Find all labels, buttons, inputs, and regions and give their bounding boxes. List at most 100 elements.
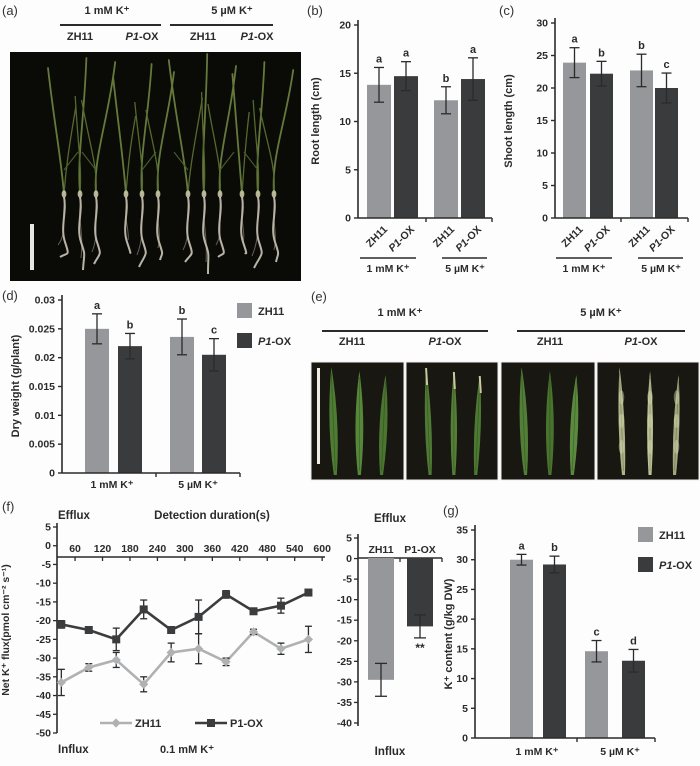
y-tick-label: -10 (337, 594, 352, 606)
group-label: 5 µM K⁺ (641, 263, 681, 275)
y-tick-label: 5 (542, 180, 548, 192)
seedling-rootlet (79, 201, 83, 259)
marker-diamond (166, 647, 176, 658)
y-tick-label: -35 (36, 671, 51, 683)
x-tick-label: 60 (69, 543, 81, 555)
panel-letter-e: (e) (311, 289, 327, 304)
genotype-label: ZH11 (189, 31, 217, 43)
legend-label: P1-OX (230, 718, 264, 730)
efflux-label: Efflux (58, 510, 91, 522)
leaf-blade (647, 371, 653, 475)
bar-P1-OX-1mMK⁺ (118, 346, 142, 473)
significance-stars: ** (415, 641, 425, 655)
sig-letter: a (470, 44, 477, 56)
genotype-label: P1-OX (125, 31, 159, 43)
leaf-midrib (475, 380, 481, 472)
influx-label: Influx (58, 744, 89, 756)
marker-diamond (303, 634, 314, 644)
y-axis-title: Net K⁺ flux(pmol cm⁻² s⁻¹) (0, 564, 12, 696)
y-axis-title: Shoot length (cm) (503, 74, 515, 168)
x-tick-label: P1-OX (386, 224, 417, 255)
x-tick-label: P1-OX (453, 224, 484, 255)
marker-square (249, 607, 258, 616)
marker-square (112, 635, 121, 644)
bar-P1-OX-1mM (590, 73, 613, 218)
y-tick-label: -35 (337, 697, 352, 709)
leaf-mottling (647, 439, 653, 454)
y-tick-label: 5 (45, 522, 51, 534)
seedling-crown (155, 190, 161, 198)
seedling-rootlet (203, 201, 207, 263)
leaf-blade (618, 367, 626, 475)
condition-underline (517, 330, 685, 332)
bar-ZH11-1mM (563, 62, 586, 219)
leaf-midrib (619, 372, 624, 472)
seedling-rootlet (125, 201, 129, 241)
seedling-shoot (140, 63, 153, 195)
photo-background (10, 52, 301, 281)
y-tick-label: 0.03 (35, 295, 56, 307)
y-tick-label: 20 (456, 614, 468, 626)
leaf-photo (310, 361, 700, 481)
x-tick-label: 420 (231, 543, 249, 555)
seedling-rootlet (57, 201, 66, 246)
genotype-label: P1-OX (428, 336, 462, 348)
leaf-mottling (647, 390, 653, 405)
y-tick-label: 0.01 (35, 410, 56, 422)
panel-letter-f: (f) (2, 499, 15, 514)
seedling-crown (139, 190, 145, 198)
bar-ZH11-5uM (434, 100, 458, 218)
seedling-shoot (47, 67, 65, 195)
x-tick-label: 180 (121, 543, 139, 555)
marker-diamond (221, 657, 231, 667)
y-tick-label: 0 (462, 733, 468, 745)
leaf-mottling (673, 414, 680, 428)
x-tick-label: 480 (258, 543, 276, 555)
panel-letter-a: (a) (2, 3, 18, 18)
seedling-photo (10, 52, 301, 281)
y-tick-label: -20 (337, 635, 352, 647)
legend-swatch-P1-OX (638, 557, 653, 572)
x-tick-label: 240 (149, 543, 167, 555)
marker-square (139, 605, 148, 614)
bar-ZH11-1mMK⁺ (510, 559, 533, 738)
x-category-label: 1 mM K⁺ (91, 479, 134, 491)
sig-letter: d (630, 635, 637, 647)
seedling-crown (239, 190, 245, 198)
leaf-mottling (673, 390, 680, 405)
x-tick-label: 600 (313, 543, 331, 555)
y-tick-label: -15 (337, 615, 352, 627)
bar-P1-OX-1mM (394, 76, 418, 219)
leaf-blade (672, 375, 680, 475)
leaf-blade (569, 375, 579, 475)
x-tick-label: 120 (94, 543, 112, 555)
y-tick-label: -30 (337, 676, 352, 688)
leaf-midrib (330, 372, 336, 472)
y-tick-label: 5 (346, 533, 352, 545)
y-tick-label: 20 (339, 20, 351, 32)
leaf-mottling (673, 439, 680, 454)
marker-square (222, 590, 231, 599)
seedling-rootlet (215, 201, 222, 246)
seedling-root (138, 196, 147, 268)
seedling-shoot (202, 53, 209, 195)
x-tick-label: 540 (286, 543, 304, 555)
marker-square (304, 588, 313, 597)
legend-label: P1-OX (258, 336, 292, 348)
y-tick-label: 5 (345, 164, 351, 176)
marker-diamond (111, 655, 121, 665)
leaf-pale-tip (452, 371, 456, 390)
marker-square (276, 601, 285, 610)
bar-ZH11 (368, 558, 394, 680)
marker-diamond (194, 644, 204, 654)
seedling-crown (93, 190, 99, 198)
seedling-root (202, 196, 210, 275)
sig-letter: b (598, 47, 605, 59)
seedling-crown (255, 190, 261, 198)
bar-P1-OX-5µMK⁺ (622, 660, 645, 738)
y-tick-label: -5 (42, 559, 51, 571)
x-category-label: 1 mM K⁺ (516, 746, 559, 758)
x-tick-label: 300 (176, 543, 194, 555)
panel-letter-b: (b) (307, 3, 323, 18)
